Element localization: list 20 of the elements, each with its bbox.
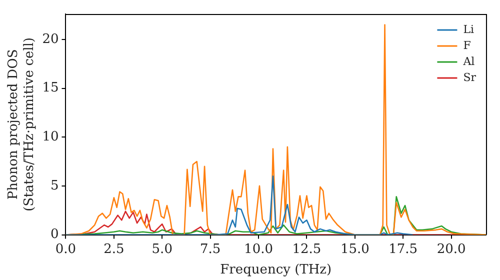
x-tick-label: 7.5 [200,242,221,257]
y-tick-label: 0 [50,227,59,242]
x-tick-label: 0.0 [55,242,76,257]
legend-label: Sr [463,70,477,84]
y-tick-label: 15 [42,80,59,96]
x-tick-label: 2.5 [104,242,124,257]
x-tick-label: 17.5 [388,242,418,257]
y-tick-label: 10 [42,129,59,144]
x-tick-label: 10.0 [244,242,273,257]
y-tick-label: 5 [50,178,59,194]
y-axis-title: Phonon projected DOS (States/THz·primitive cell) [6,37,37,212]
x-tick-label: 12.5 [292,242,322,257]
y-tick-label: 20 [42,32,59,47]
x-tick-label: 20.0 [436,242,466,257]
legend-label: F [463,38,472,52]
legend-label: Al [462,54,476,68]
x-tick-label: 5.0 [152,242,172,257]
legend-label: Li [463,22,475,36]
x-axis-title: Frequency (THz) [220,262,332,278]
x-tick-label: 15.0 [340,242,370,257]
